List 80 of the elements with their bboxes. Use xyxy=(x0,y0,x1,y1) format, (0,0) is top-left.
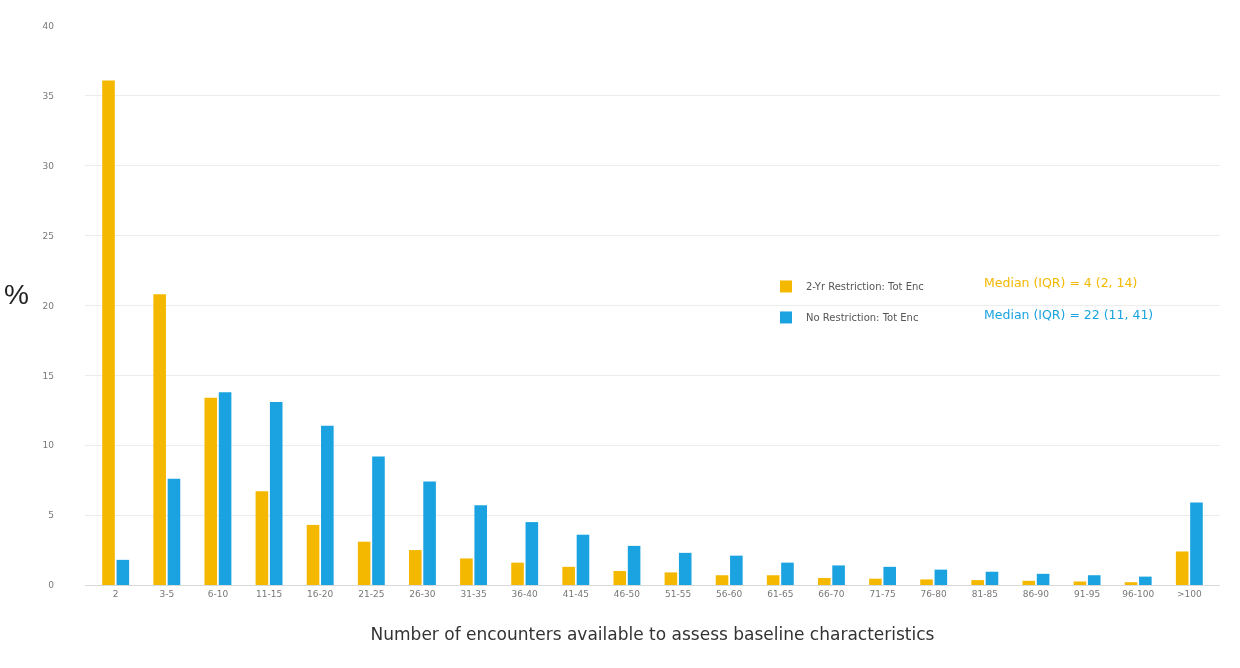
y-tick-label: 30 xyxy=(42,160,55,171)
bar xyxy=(321,425,334,585)
bar xyxy=(869,578,882,585)
bar xyxy=(1175,551,1189,585)
x-tick-label: 16-20 xyxy=(307,588,334,599)
bar xyxy=(306,524,320,585)
bar xyxy=(1022,580,1036,585)
x-tick-label: 36-40 xyxy=(511,588,539,599)
bar xyxy=(985,571,999,585)
bar xyxy=(1139,576,1152,585)
x-tick-label: 86-90 xyxy=(1022,588,1050,599)
bar xyxy=(766,575,780,585)
bar xyxy=(971,580,984,585)
bar xyxy=(920,579,933,585)
x-tick-label: 31-35 xyxy=(460,588,487,599)
x-tick-label: 41-45 xyxy=(562,588,589,599)
x-tick-label: 21-25 xyxy=(358,588,385,599)
y-tick-label: 20 xyxy=(42,300,55,311)
x-tick-label: 6-10 xyxy=(207,588,229,599)
y-tick-label: 0 xyxy=(48,580,55,591)
x-tick-label: 3-5 xyxy=(159,588,175,599)
x-tick-label: 81-85 xyxy=(971,588,998,599)
bar xyxy=(167,478,181,585)
annotation: Median (IQR) = 22 (11, 41) xyxy=(984,307,1154,322)
bar xyxy=(423,481,436,585)
x-tick-label: 51-55 xyxy=(664,588,692,599)
bar xyxy=(102,80,115,585)
x-tick-label: 66-70 xyxy=(818,588,845,599)
bar xyxy=(817,578,831,585)
x-axis-title: Number of encounters available to assess baseline characteristics xyxy=(370,624,935,645)
x-tick-label: 56-60 xyxy=(716,588,743,599)
bar xyxy=(781,562,794,585)
legend-label: No Restriction: Tot Enc xyxy=(806,312,919,324)
annotation: Median (IQR) = 4 (2, 14) xyxy=(984,275,1138,290)
bar xyxy=(627,545,641,585)
legend-label: 2-Yr Restriction: Tot Enc xyxy=(806,281,924,293)
x-tick-label: 96-100 xyxy=(1122,588,1155,599)
x-tick-label: 61-65 xyxy=(767,588,794,599)
x-tick-label: 76-80 xyxy=(920,588,948,599)
y-tick-label: 25 xyxy=(42,230,54,241)
bar xyxy=(934,569,948,585)
bar xyxy=(1087,575,1101,585)
x-tick-label: 2 xyxy=(112,588,119,599)
bar xyxy=(269,401,283,585)
y-tick-label: 10 xyxy=(42,440,55,451)
bar xyxy=(613,571,627,585)
bar xyxy=(1190,502,1203,585)
x-tick-label: 26-30 xyxy=(409,588,436,599)
bar xyxy=(511,562,524,585)
bar xyxy=(116,559,130,585)
y-tick-label: 15 xyxy=(42,370,54,381)
bar xyxy=(357,541,371,585)
bar xyxy=(255,491,269,585)
y-axis-title: % xyxy=(4,279,29,310)
bar xyxy=(730,555,743,585)
bar xyxy=(204,397,218,585)
x-tick-label: 91-95 xyxy=(1073,588,1101,599)
x-tick-label: >100 xyxy=(1176,588,1202,599)
bar xyxy=(576,534,590,585)
bar xyxy=(562,566,575,585)
bar xyxy=(664,572,678,585)
bar xyxy=(460,558,473,585)
x-tick-label: 71-75 xyxy=(869,588,896,599)
bar xyxy=(678,552,692,585)
bar xyxy=(1036,573,1050,585)
bar xyxy=(1124,582,1138,585)
x-tick-label: 46-50 xyxy=(613,588,641,599)
bar xyxy=(883,566,897,585)
bar xyxy=(218,392,232,585)
bar xyxy=(832,565,845,585)
bar xyxy=(408,550,422,585)
bar xyxy=(474,505,488,585)
bar xyxy=(525,522,539,585)
y-tick-label: 35 xyxy=(42,91,54,102)
y-tick-label: 40 xyxy=(42,21,55,32)
bar xyxy=(153,294,166,585)
y-tick-label: 5 xyxy=(48,510,54,521)
bar xyxy=(715,575,729,585)
bar xyxy=(372,456,385,585)
x-tick-label: 11-15 xyxy=(255,588,283,599)
